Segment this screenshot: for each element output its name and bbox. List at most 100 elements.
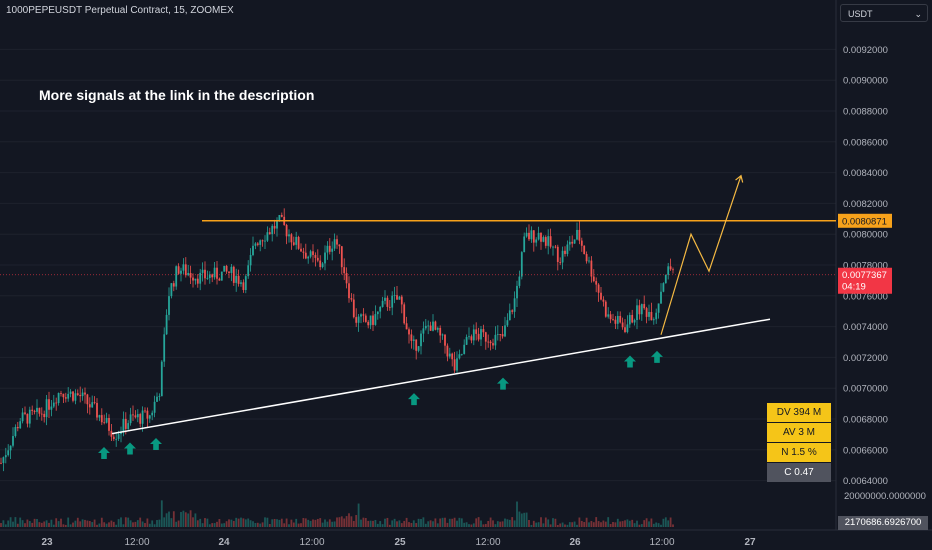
- volume-bar: [506, 519, 509, 527]
- volume-bar: [208, 524, 211, 527]
- candle: [331, 241, 334, 261]
- candle-body: [415, 339, 418, 351]
- candle: [348, 276, 350, 303]
- volume-bar: [657, 523, 660, 527]
- candle-body: [465, 337, 468, 345]
- price-axis[interactable]: 0.0092000 0.0090000 0.0088000 0.0086000 0.00…: [843, 45, 888, 487]
- candle-body: [144, 410, 146, 412]
- candle: [633, 318, 636, 326]
- candle-body: [48, 399, 50, 410]
- candle-body: [225, 265, 228, 272]
- candle-body: [278, 214, 281, 221]
- candle: [194, 278, 197, 285]
- volume-bar: [7, 520, 10, 527]
- candle-body: [640, 304, 643, 315]
- candle: [0, 457, 2, 465]
- volume-bar: [38, 522, 41, 527]
- candle: [494, 326, 497, 350]
- volume-bar: [199, 518, 202, 527]
- candle-body: [585, 254, 588, 262]
- candle: [172, 280, 175, 292]
- volume-bar: [422, 517, 425, 527]
- volume-bar: [439, 518, 442, 527]
- candle-body: [669, 266, 672, 270]
- candle-body: [7, 450, 10, 456]
- candle: [288, 229, 290, 243]
- candle-body: [76, 393, 79, 395]
- candle: [249, 248, 252, 272]
- volume-bar: [480, 520, 482, 527]
- volume-bar: [297, 523, 300, 527]
- candle-body: [475, 329, 478, 334]
- volume-bar: [475, 518, 478, 527]
- volume-bar: [645, 518, 648, 527]
- volume-bar: [636, 520, 638, 527]
- volume-bar: [578, 517, 581, 527]
- candle: [650, 302, 653, 321]
- candle: [393, 286, 396, 304]
- candle: [264, 235, 266, 250]
- volume-bar: [127, 517, 130, 527]
- currency-selector[interactable]: USDT ⌄: [840, 4, 928, 22]
- volume-bar: [552, 518, 554, 527]
- x-tick-label: 12:00: [475, 537, 500, 548]
- candle: [244, 274, 247, 294]
- candle-body: [136, 414, 139, 418]
- volume-bars: [0, 500, 674, 527]
- candle: [268, 227, 271, 235]
- candle-body: [290, 234, 293, 243]
- volume-bar: [616, 518, 619, 527]
- candle-body: [288, 234, 290, 237]
- volume-bar: [568, 522, 571, 527]
- volume-bar: [379, 521, 382, 527]
- candle-body: [672, 269, 674, 271]
- candle: [396, 286, 398, 300]
- volume-bar: [57, 521, 60, 527]
- candle-body: [168, 296, 170, 315]
- candle-body: [240, 282, 242, 284]
- candle: [206, 270, 209, 280]
- volume-bar: [326, 521, 329, 527]
- volume-bar: [21, 520, 24, 527]
- volume-bar: [448, 518, 451, 527]
- candle: [266, 226, 269, 243]
- volume-bar: [345, 516, 348, 527]
- candle-body: [321, 263, 324, 268]
- candle: [412, 335, 415, 350]
- time-axis[interactable]: 23 12:00 24 12:00 25 12:00 26 12:00 27: [41, 537, 756, 548]
- candle-body: [216, 267, 218, 279]
- y-tick-label: 0.0082000: [843, 199, 888, 210]
- candle: [456, 351, 458, 375]
- candle-body: [16, 426, 19, 429]
- volume-bar: [436, 523, 439, 527]
- candle-body: [247, 265, 250, 277]
- candle-body: [141, 410, 144, 424]
- x-tick-label: 27: [744, 537, 756, 548]
- candle: [564, 246, 566, 257]
- volume-bar: [230, 519, 233, 527]
- volume-bar: [235, 517, 238, 527]
- candle-body: [405, 323, 408, 330]
- candle-body: [235, 275, 238, 283]
- candle: [391, 291, 394, 316]
- candle: [213, 261, 216, 280]
- candle: [585, 251, 588, 264]
- candle: [590, 256, 593, 283]
- volume-bar: [192, 517, 194, 527]
- volume-bar: [285, 518, 288, 527]
- candle: [513, 291, 516, 318]
- candle: [398, 295, 401, 300]
- volume-bar: [211, 523, 214, 527]
- volume-bar: [242, 518, 245, 527]
- candle-body: [67, 393, 70, 399]
- drawing-overlays[interactable]: [0, 174, 836, 435]
- volume-bar: [144, 523, 146, 527]
- volume-bar: [276, 519, 278, 527]
- volume-bar: [516, 501, 518, 527]
- candle: [254, 242, 257, 250]
- candle: [573, 239, 576, 244]
- volume-bar: [482, 524, 485, 527]
- candle: [91, 395, 94, 408]
